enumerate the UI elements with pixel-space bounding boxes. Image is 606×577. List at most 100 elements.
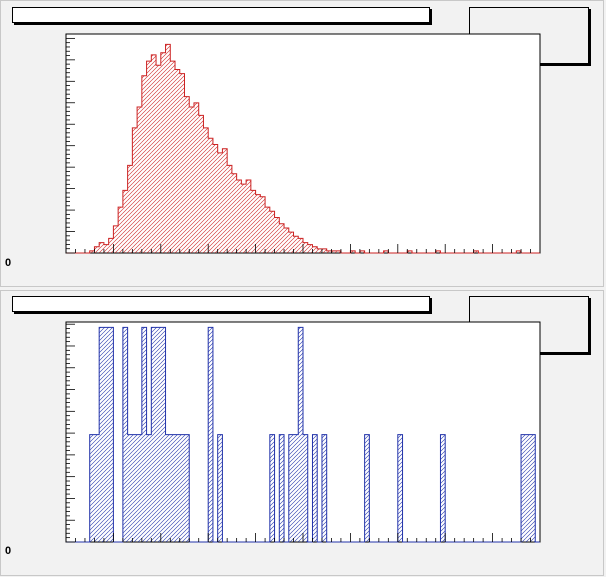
top-histogram-bar [269, 211, 275, 253]
bottom-histogram-outline [66, 326, 540, 543]
top-histogram-bar [516, 250, 522, 253]
top-histogram-bar [203, 127, 209, 253]
top-histogram-bar [151, 54, 157, 253]
bottom-histogram-bar [293, 434, 299, 542]
top-histogram-bar [198, 115, 204, 253]
top-histogram-bar [231, 173, 237, 253]
top-histogram-bar [473, 250, 479, 253]
top-histogram-bar [208, 138, 213, 253]
top-histogram-bar [99, 242, 104, 253]
top-histogram-bar [146, 61, 152, 253]
bottom-histogram-bar [525, 434, 531, 542]
top-histogram-bar [321, 248, 327, 253]
top-histogram-bar [137, 107, 142, 253]
bottom-histogram-bar [208, 327, 213, 542]
top-histogram-bar [246, 180, 251, 253]
top-axis-corner-label: 0 [5, 257, 11, 269]
top-histogram-bar [359, 250, 365, 253]
bottom-histogram-bar [440, 434, 446, 542]
top-histogram-bar [103, 244, 109, 253]
top-histogram-bar [350, 250, 356, 253]
top-histogram-bar [118, 207, 123, 253]
top-histogram-bar [274, 217, 280, 253]
top-histogram-bar [288, 232, 294, 253]
top-histogram-bar [307, 244, 313, 253]
bottom-histogram-bar [137, 434, 142, 542]
bottom-histogram [65, 321, 541, 543]
bottom-histogram-bar [141, 327, 147, 542]
top-histogram-bar [312, 246, 318, 253]
top-histogram-bar [383, 250, 389, 253]
top-histogram-bar [165, 44, 171, 253]
bottom-histogram-bar [94, 434, 100, 542]
top-histogram-bar [184, 96, 190, 253]
bottom-histogram-bar [175, 434, 180, 542]
top-histogram-bar [94, 246, 100, 253]
top-histogram-bar [331, 250, 337, 253]
top-histogram-bar [193, 102, 199, 253]
bottom-histogram-bar [156, 327, 161, 542]
bottom-histogram-bar [298, 327, 303, 542]
bottom-histogram-bar [530, 434, 536, 542]
bottom-histogram-bar [269, 434, 275, 542]
bottom-histogram-bar [160, 327, 166, 542]
top-histogram-bar [189, 107, 194, 253]
top-histogram [65, 33, 541, 254]
top-histogram-bar [236, 180, 242, 253]
top-histogram-bar [260, 196, 266, 253]
bottom-histogram-bar [151, 327, 157, 542]
bottom-histogram-bar [288, 434, 294, 542]
bottom-histogram-bar [179, 434, 185, 542]
top-histogram-bar [250, 190, 256, 253]
bottom-histogram-bar [312, 434, 318, 542]
top-histogram-bar [265, 207, 270, 253]
bottom-histogram-bar [397, 434, 403, 542]
top-histogram-bar [227, 165, 232, 253]
top-histogram-bar [284, 227, 289, 253]
top-histogram-bar [160, 52, 166, 254]
bottom-histogram-bar [108, 327, 114, 542]
bottom-histogram-bar [127, 434, 133, 542]
bottom-histogram-bar [165, 434, 171, 542]
top-histogram-bar [141, 75, 147, 253]
top-histogram-bar [326, 250, 332, 253]
bottom-histogram-bar [146, 434, 152, 542]
top-histogram-bar [156, 65, 161, 254]
bottom-histogram-bar [364, 434, 370, 542]
top-title-box [12, 7, 430, 23]
bottom-histogram-bar [303, 434, 308, 542]
top-histogram-bar [179, 73, 185, 253]
bottom-axis-corner-label: 0 [5, 545, 11, 557]
top-histogram-bar [217, 152, 223, 253]
top-histogram-bar [222, 148, 228, 253]
bottom-histogram-bar [99, 327, 104, 542]
top-histogram-bar [170, 61, 176, 253]
top-histogram-bar [175, 69, 180, 253]
bottom-histogram-bar [122, 327, 128, 542]
bottom-title-box [12, 296, 430, 312]
bottom-histogram-bar [521, 434, 526, 542]
top-histogram-bar [336, 250, 341, 253]
top-histogram-bar [407, 250, 413, 253]
top-histogram-bar [212, 144, 218, 253]
top-histogram-bar [132, 127, 138, 253]
top-histogram-bar [317, 248, 322, 253]
bottom-histogram-bar [170, 434, 176, 542]
top-histogram-bar [108, 238, 114, 253]
bottom-histogram-bar [132, 434, 138, 542]
top-histogram-bar [255, 194, 261, 253]
top-histogram-bar [113, 225, 119, 253]
bottom-histogram-bar [217, 434, 223, 542]
top-histogram-bar [293, 236, 299, 253]
bottom-histogram-bar [103, 327, 109, 542]
top-histogram-bar [89, 250, 95, 253]
bottom-histogram-bar [89, 434, 95, 542]
top-histogram-bar [303, 242, 308, 253]
top-histogram-bar [122, 190, 128, 253]
top-histogram-bar [127, 165, 133, 253]
bottom-histogram-bar [321, 434, 327, 542]
top-histogram-bar [298, 238, 303, 253]
bottom-histogram-bar [184, 434, 190, 542]
top-histogram-bar [435, 250, 441, 253]
